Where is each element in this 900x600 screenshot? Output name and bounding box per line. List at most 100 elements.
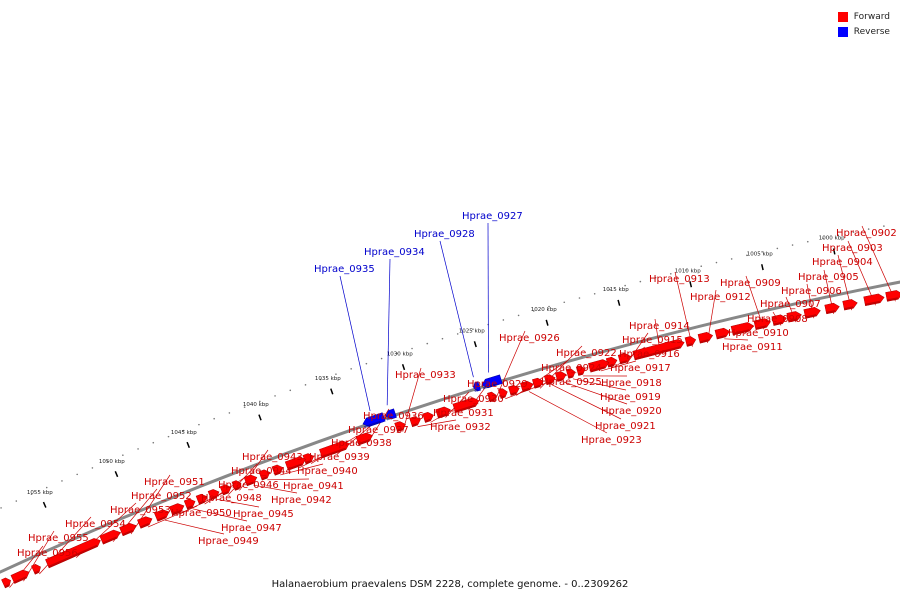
gene-arrow-shadow xyxy=(844,306,854,311)
gene-arrow-body xyxy=(422,411,434,423)
scale-tick xyxy=(401,363,406,371)
gene-arrow-shadow xyxy=(437,413,447,419)
scale-dot xyxy=(654,276,657,279)
tick-label: 1010 kbp xyxy=(675,269,701,275)
gene-arrow-body xyxy=(697,332,714,344)
scale-dot xyxy=(639,280,642,283)
scale-dot xyxy=(259,400,261,403)
legend-reverse: Reverse xyxy=(837,24,890,39)
tick-label: 1035 kbp xyxy=(315,376,341,382)
scale-dot xyxy=(15,500,18,502)
gene-arrow xyxy=(863,293,885,307)
gene-label: Hprae_0903 xyxy=(822,243,883,254)
scale-dot xyxy=(593,292,596,295)
gene-arrow-body xyxy=(617,353,632,365)
gene-arrow-shadow xyxy=(246,481,254,486)
gene-arrow-shadow xyxy=(546,381,553,385)
gene-arrow xyxy=(473,381,481,392)
gene-label: Hprae_0927 xyxy=(462,211,523,222)
gene-arrow-shadow xyxy=(686,343,693,347)
leader-line xyxy=(674,271,693,347)
gene-label: Hprae_0944 xyxy=(231,466,292,477)
scale-dot xyxy=(867,228,870,230)
gene-arrow xyxy=(319,440,350,459)
scale-dot xyxy=(198,423,200,426)
scale-dot xyxy=(548,305,550,308)
leader-line xyxy=(216,498,260,508)
gene-label: Hprae_0950 xyxy=(171,508,232,519)
gene-arrow-body xyxy=(207,489,220,501)
gene-arrow-shadow xyxy=(424,418,431,423)
leader-line xyxy=(417,419,457,427)
scale-dot xyxy=(61,480,63,482)
reverse-swatch xyxy=(837,26,848,37)
scale-dot xyxy=(852,231,855,233)
scale-dot xyxy=(243,406,246,408)
gene-arrow-shadow xyxy=(699,339,709,344)
scale-dot xyxy=(730,258,733,260)
gene-arrow xyxy=(195,493,208,505)
scale-tick xyxy=(473,341,477,348)
leader-line xyxy=(551,384,622,420)
gene-label: Hprae_0906 xyxy=(781,286,842,297)
gene-arrow xyxy=(1,577,11,589)
gene-arrow-body xyxy=(842,299,858,311)
scale-dot xyxy=(182,429,185,432)
gene-label: Hprae_0925 xyxy=(541,377,602,388)
gene-label: Hprae_0939 xyxy=(309,452,370,463)
gene-arrow-body xyxy=(302,453,315,465)
gene-arrow xyxy=(554,371,567,382)
scale-dot xyxy=(213,417,215,420)
gene-label: Hprae_0917 xyxy=(610,363,671,374)
gene-arrow-shadow xyxy=(261,476,268,481)
leader-line xyxy=(239,449,269,491)
leader-line xyxy=(253,484,298,494)
gene-arrow-shadow xyxy=(186,505,193,510)
gene-features xyxy=(1,290,900,589)
leader-line xyxy=(572,378,627,391)
scale-tick xyxy=(330,388,334,395)
tick-label: 1045 kbp xyxy=(171,430,197,436)
gene-arrow xyxy=(231,480,242,491)
gene-arrow-shadow xyxy=(171,510,182,516)
leader-line xyxy=(600,360,637,372)
gene-arrow-shadow xyxy=(500,395,506,399)
gene-arrow-body xyxy=(45,538,101,569)
scale-dot xyxy=(578,297,581,299)
gene-arrow xyxy=(824,302,840,315)
gene-label: Hprae_0951 xyxy=(144,477,205,488)
gene-arrow-shadow xyxy=(386,416,393,421)
gene-arrow-shadow xyxy=(788,318,798,323)
legend-forward-label: Forward xyxy=(853,11,890,22)
scale-dot xyxy=(304,384,307,386)
leader-line xyxy=(861,225,896,302)
scale-tick xyxy=(617,299,621,306)
gene-label: Hprae_0929 xyxy=(467,379,528,390)
gene-arrow xyxy=(771,314,787,326)
gene-arrow xyxy=(498,388,508,399)
gene-arrow xyxy=(605,356,618,368)
scale-dot xyxy=(45,486,48,489)
scale-dot xyxy=(274,395,276,397)
gene-arrow xyxy=(168,503,185,516)
gene-label: Hprae_0921 xyxy=(595,421,656,432)
gene-arrow-shadow xyxy=(222,491,229,496)
gene-arrow-shadow xyxy=(865,300,881,306)
leader-line xyxy=(847,240,876,306)
leader-line xyxy=(112,488,158,542)
gene-arrow xyxy=(302,453,315,465)
gene-arrow xyxy=(207,489,220,501)
scale-dot xyxy=(456,333,459,335)
scale-dot xyxy=(806,240,809,243)
gene-arrow xyxy=(137,516,153,529)
scale-dot xyxy=(441,337,444,340)
gene-arrow-body xyxy=(284,456,306,471)
gene-arrow-body xyxy=(786,311,802,323)
gene-arrow-shadow xyxy=(198,500,205,505)
gene-label: Hprae_0910 xyxy=(728,328,789,339)
leader-line xyxy=(147,505,198,528)
gene-arrow xyxy=(508,384,520,396)
gene-arrow-shadow xyxy=(886,297,899,302)
gene-label: Hprae_0924 xyxy=(541,363,602,374)
